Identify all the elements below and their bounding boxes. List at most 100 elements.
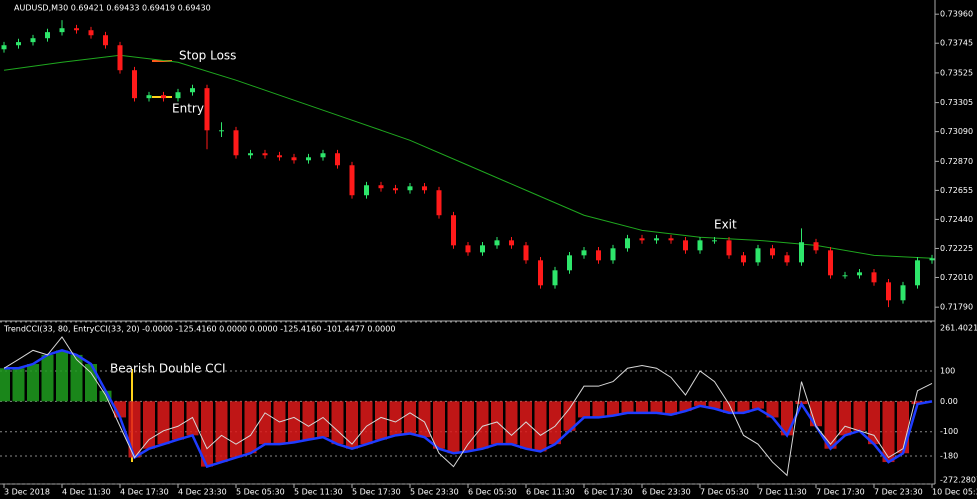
candle-body xyxy=(842,275,848,277)
histogram-bar xyxy=(375,401,387,440)
candle-body xyxy=(567,255,572,271)
histogram-bar xyxy=(273,401,286,445)
candle-body xyxy=(741,255,746,263)
y-tick-label: 0.73525 xyxy=(940,68,973,77)
candle-body xyxy=(161,95,166,99)
candle-body xyxy=(233,130,239,156)
y-tick-label: 0.72655 xyxy=(940,186,973,195)
candle-body xyxy=(306,157,311,161)
y-tick-label: 0.72225 xyxy=(940,244,973,253)
candle-body xyxy=(248,153,253,156)
histogram-bar xyxy=(317,401,329,438)
candle-body xyxy=(465,245,471,253)
histogram-bar xyxy=(824,401,837,449)
histogram-bar xyxy=(447,401,460,454)
y-tick-label: 0.72010 xyxy=(940,273,973,282)
entry-cci-line xyxy=(3,336,933,477)
histogram-bar xyxy=(752,401,764,409)
candle-body xyxy=(349,165,355,196)
candle-body xyxy=(596,250,601,261)
y-tick-label: 0.73090 xyxy=(940,127,973,136)
candle-body xyxy=(784,255,790,263)
histogram-bar xyxy=(27,364,39,402)
candle-body xyxy=(103,35,108,46)
candle-body xyxy=(320,153,326,158)
candle-body xyxy=(799,242,804,263)
histogram-bar xyxy=(650,401,663,413)
histogram-bar xyxy=(839,401,851,436)
candle-body xyxy=(886,282,891,301)
x-tick-label: 4 Dec 11:30 xyxy=(62,488,111,497)
histogram-bar xyxy=(723,401,735,413)
candle-body xyxy=(451,215,456,246)
candle-body xyxy=(900,285,906,301)
x-tick-label: 6 Dec 05:30 xyxy=(468,488,517,497)
x-tick-label: 5 Dec 05:30 xyxy=(236,488,285,497)
histogram-bar xyxy=(534,401,547,452)
histogram-bar xyxy=(70,354,83,402)
y-tick-label: -180 xyxy=(940,451,958,460)
candle-body xyxy=(697,240,703,251)
histogram-bar xyxy=(331,401,344,445)
x-tick-label: 5 Dec 23:30 xyxy=(410,488,459,497)
exit-label: Exit xyxy=(714,218,737,232)
candle-body xyxy=(175,92,181,99)
histogram-bar xyxy=(85,364,97,402)
histogram-bar xyxy=(404,401,416,434)
histogram-bar xyxy=(0,368,10,402)
candle-body xyxy=(262,153,268,156)
candle-body xyxy=(755,248,761,263)
y-tick-label: 0.73745 xyxy=(940,39,973,48)
y-tick-label: -272.2807 xyxy=(940,476,977,485)
x-tick-label: 4 Dec 23:30 xyxy=(178,488,227,497)
histogram-bar xyxy=(215,401,228,463)
candle-body xyxy=(16,42,21,46)
y-tick-label: 100 xyxy=(940,366,955,375)
histogram-bar xyxy=(694,401,706,406)
candle-body xyxy=(364,185,369,196)
candle-body xyxy=(683,240,688,251)
y-tick-label: 0.71790 xyxy=(940,303,973,312)
candle-body xyxy=(871,272,877,283)
histogram-bar xyxy=(621,401,634,413)
x-tick-label: 5 Dec 11:30 xyxy=(294,488,343,497)
cci-title: TrendCCI(33, 80, EntryCCI(33, 20) -0.000… xyxy=(3,325,395,334)
candle-body xyxy=(668,238,674,241)
histogram-bar xyxy=(476,401,489,449)
candle-body xyxy=(480,245,485,253)
candle-body xyxy=(117,45,123,71)
candle-body xyxy=(857,272,862,276)
x-tick-label: 7 Dec 23:30 xyxy=(874,488,923,497)
histogram-bar xyxy=(56,350,68,402)
histogram-bar xyxy=(911,401,924,405)
bearish-label: Bearish Double CCI xyxy=(110,362,226,376)
candle-body xyxy=(190,88,195,93)
histogram-bar xyxy=(708,401,721,409)
histogram-bar xyxy=(549,401,561,445)
y-tick-label: -100 xyxy=(940,427,958,436)
x-tick-label: 10 Dec 05:30 xyxy=(932,488,977,497)
candle-body xyxy=(335,153,340,166)
histogram-bar xyxy=(679,401,692,412)
histogram-bar xyxy=(157,401,170,445)
candle-body xyxy=(146,95,152,99)
histogram-bar xyxy=(128,401,141,458)
candle-body xyxy=(393,188,398,191)
histogram-bar xyxy=(868,401,880,445)
candle-body xyxy=(828,250,833,276)
histogram-bar xyxy=(563,401,576,431)
x-tick-label: 3 Dec 2018 xyxy=(4,488,50,497)
moving-average xyxy=(3,54,933,259)
candle-body xyxy=(813,242,819,251)
stop-loss-label: Stop Loss xyxy=(179,49,236,63)
x-tick-label: 7 Dec 05:30 xyxy=(700,488,749,497)
histogram-bar xyxy=(12,368,25,402)
candle-body xyxy=(378,185,384,189)
candle-body xyxy=(712,240,717,242)
candle-body xyxy=(581,250,587,256)
plot-layer: 0.73960 0.73745 0.73525 0.73305 0.73090 0.728… xyxy=(0,10,977,497)
entry-label: Entry xyxy=(172,102,204,116)
candle-body xyxy=(639,238,645,241)
candle-body xyxy=(552,270,558,286)
